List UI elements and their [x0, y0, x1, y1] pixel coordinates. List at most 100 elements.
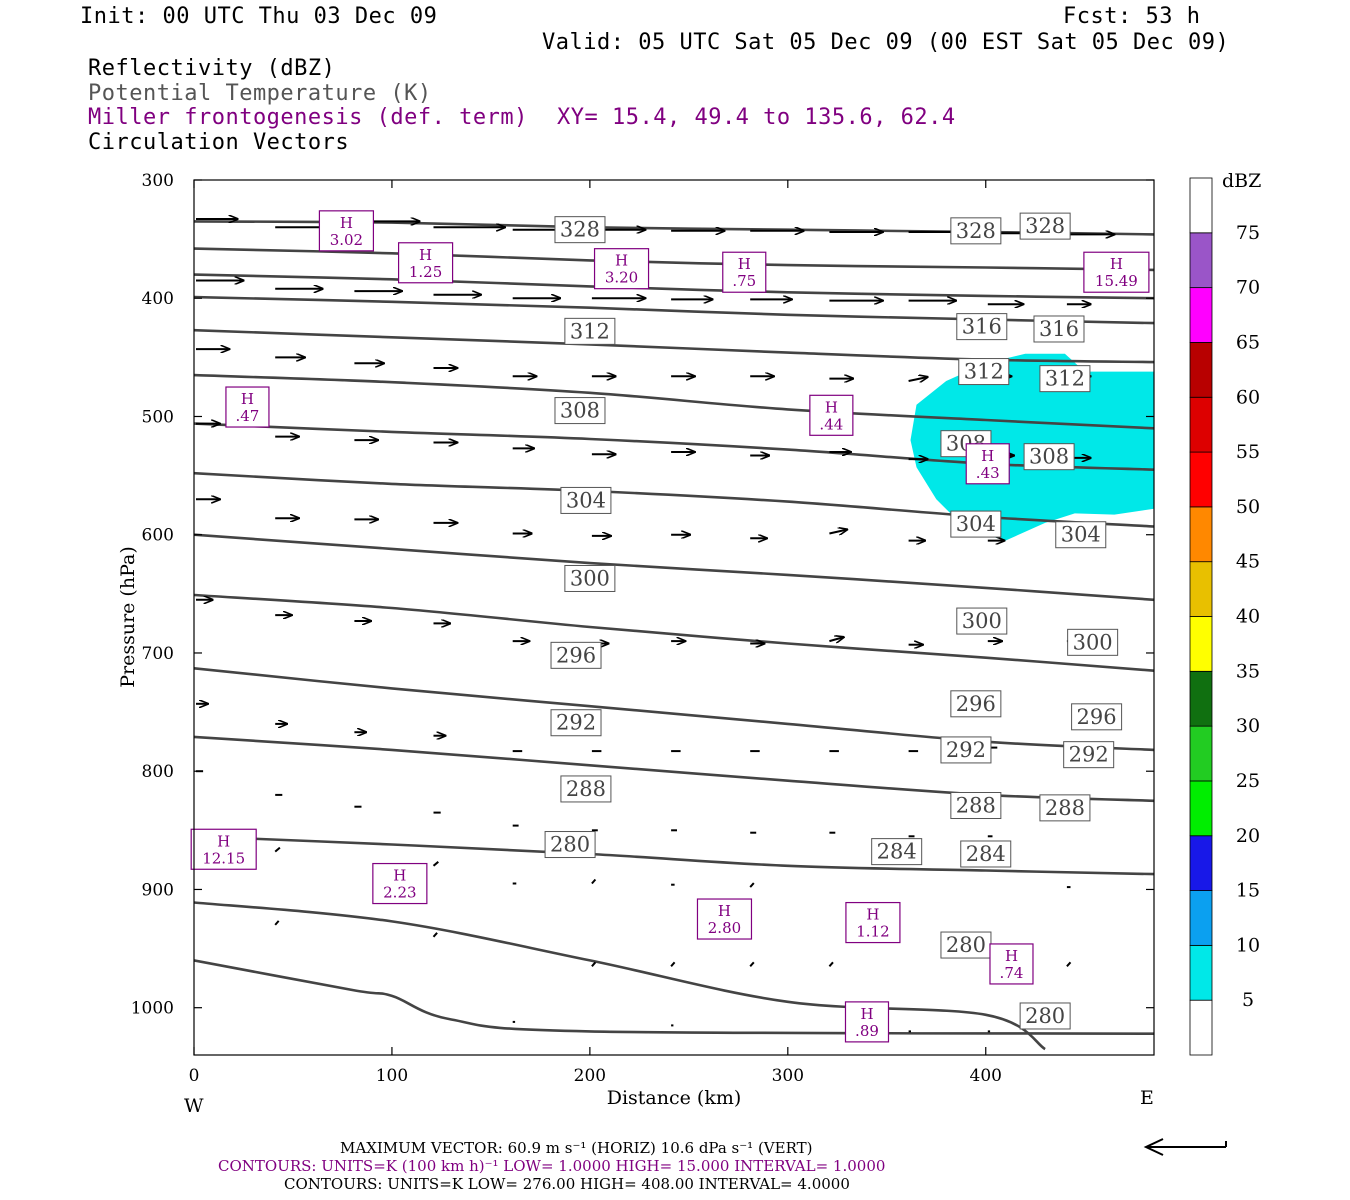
- theta-label-box: [560, 486, 612, 514]
- theta-contour-label: 280: [946, 933, 986, 957]
- theta-contour-label: 292: [946, 738, 986, 762]
- frontogenesis-max-letter: H: [393, 867, 406, 885]
- theta-contour-label: 300: [962, 609, 1002, 633]
- theta-label-box: [950, 690, 1002, 718]
- theta-contour-320: [194, 273, 1154, 300]
- circulation-vector: [670, 961, 676, 967]
- theta-contour-316: [194, 328, 1154, 364]
- colorbar-segment: [1189, 232, 1213, 289]
- colorbar-segment: [1189, 835, 1213, 891]
- theta-contour-label: 308: [560, 399, 600, 423]
- y-tick-label: 900: [142, 880, 174, 900]
- colorbar-segment: [1189, 616, 1213, 672]
- theta-contour-300: [194, 533, 1154, 602]
- theta-contour-label: 300: [1073, 630, 1113, 654]
- frontogenesis-max-box: [989, 943, 1034, 985]
- colorbar-level-label: 5: [1242, 989, 1254, 1011]
- circulation-vector: [274, 920, 280, 926]
- frontogenesis-max-box: [844, 1001, 890, 1043]
- theta-label-box: [1023, 443, 1075, 471]
- maximum-vector-note: MAXIMUM VECTOR: 60.9 m s⁻¹ (HORIZ) 10.6 …: [340, 1139, 813, 1157]
- theta-label-box: [958, 358, 1010, 386]
- theta-contour-label: 288: [1045, 796, 1085, 820]
- y-tick-label: 300: [142, 171, 174, 191]
- reference-vector-arrow: [1143, 1138, 1227, 1156]
- theta-label-box: [550, 709, 602, 737]
- colorbar-segment: [1189, 342, 1213, 398]
- circulation-vector: [591, 961, 597, 967]
- theta-label-box: [1039, 365, 1091, 393]
- colorbar-segment: [1189, 287, 1213, 343]
- field-reflectivity-label: Reflectivity (dBZ): [88, 56, 336, 81]
- colorbar-level-label: 20: [1236, 825, 1260, 847]
- frontogenesis-max-box: [318, 210, 375, 252]
- circulation-vector: [908, 377, 928, 381]
- theta-label-box: [956, 607, 1008, 635]
- x-axis-title: Distance (km): [607, 1087, 742, 1109]
- theta-contour-label: 292: [556, 711, 596, 735]
- frontogenesis-max-box: [225, 386, 270, 428]
- frontogenesis-max-box: [397, 242, 454, 284]
- frontogenesis-max-box: [190, 828, 257, 870]
- theta-label-box: [950, 217, 1002, 245]
- theta-label-box: [960, 840, 1012, 868]
- theta-contour-label: 312: [964, 360, 1004, 384]
- frontogenesis-max-value: 3.20: [605, 269, 638, 287]
- circulation-vector: [828, 961, 834, 967]
- theta-contour-label: 296: [556, 643, 596, 667]
- frontogenesis-max-value: .44: [819, 415, 843, 433]
- frontogenesis-max-letter: H: [825, 398, 838, 416]
- theta-contour-label: 312: [1045, 367, 1085, 391]
- y-tick-label: 400: [142, 289, 174, 309]
- y-tick-label: 700: [142, 644, 174, 664]
- colorbar-level-label: 75: [1236, 222, 1260, 244]
- theta-contour-label: 280: [1025, 1004, 1065, 1028]
- frontogenesis-max-value: .74: [1000, 964, 1024, 982]
- frontogenesis-max-value: 12.15: [202, 849, 245, 867]
- colorbar-level-label: 10: [1236, 934, 1260, 956]
- theta-label-box: [1039, 794, 1091, 822]
- x-end-west: W: [184, 1095, 204, 1117]
- frontogenesis-max-value: 2.80: [708, 919, 741, 937]
- field-vectors-label: Circulation Vectors: [88, 130, 350, 155]
- frontogenesis-max-value: 1.12: [856, 923, 889, 941]
- theta-label-box: [544, 831, 596, 859]
- theta-label-box: [564, 564, 616, 592]
- theta-contour-288: [194, 735, 1154, 803]
- theta-label-box: [1019, 212, 1071, 240]
- theta-contour-284: [194, 835, 1154, 876]
- colorbar-level-label: 45: [1236, 551, 1260, 573]
- theta-label-box: [1071, 703, 1123, 731]
- theta-label-box: [1033, 315, 1085, 343]
- colorbar-level-label: 25: [1236, 770, 1260, 792]
- frontogenesis-max-value: 15.49: [1095, 272, 1138, 290]
- theta-label-box: [564, 317, 616, 345]
- frontogenesis-max-letter: H: [241, 390, 254, 408]
- theta-label-box: [1063, 741, 1115, 769]
- contours-frontogenesis-note: CONTOURS: UNITS=K (100 km h)⁻¹ LOW= 1.00…: [218, 1157, 886, 1175]
- x-tick-label: 200: [574, 1066, 606, 1086]
- frontogenesis-max-letter: H: [866, 906, 879, 924]
- theta-contour-296: [194, 593, 1154, 672]
- plot-frame: [193, 179, 1155, 1056]
- colorbar-segment: [1189, 780, 1213, 837]
- frontogenesis-max-letter: H: [1110, 255, 1123, 273]
- frontogenesis-max-box: [722, 251, 767, 293]
- y-tick-label: 1000: [131, 999, 174, 1019]
- frontogenesis-max-value: .43: [976, 464, 1000, 482]
- circulation-vector: [591, 878, 597, 885]
- frontogenesis-max-letter: H: [1005, 947, 1018, 965]
- theta-contour-label: 284: [877, 840, 917, 864]
- circulation-vector: [749, 882, 755, 888]
- colorbar-segment: [1189, 451, 1213, 508]
- frontogenesis-max-box: [696, 898, 753, 940]
- theta-contour-label: 292: [1069, 743, 1109, 767]
- frontogenesis-max-letter: H: [340, 214, 353, 232]
- circulation-vector: [829, 530, 847, 534]
- frontogenesis-max-value: .75: [732, 272, 756, 290]
- colorbar-level-label: 15: [1236, 880, 1260, 902]
- valid-time: Valid: 05 UTC Sat 05 Dec 09 (00 EST Sat …: [542, 30, 1230, 55]
- theta-label-box: [1055, 521, 1107, 549]
- x-tick-label: 0: [189, 1066, 200, 1086]
